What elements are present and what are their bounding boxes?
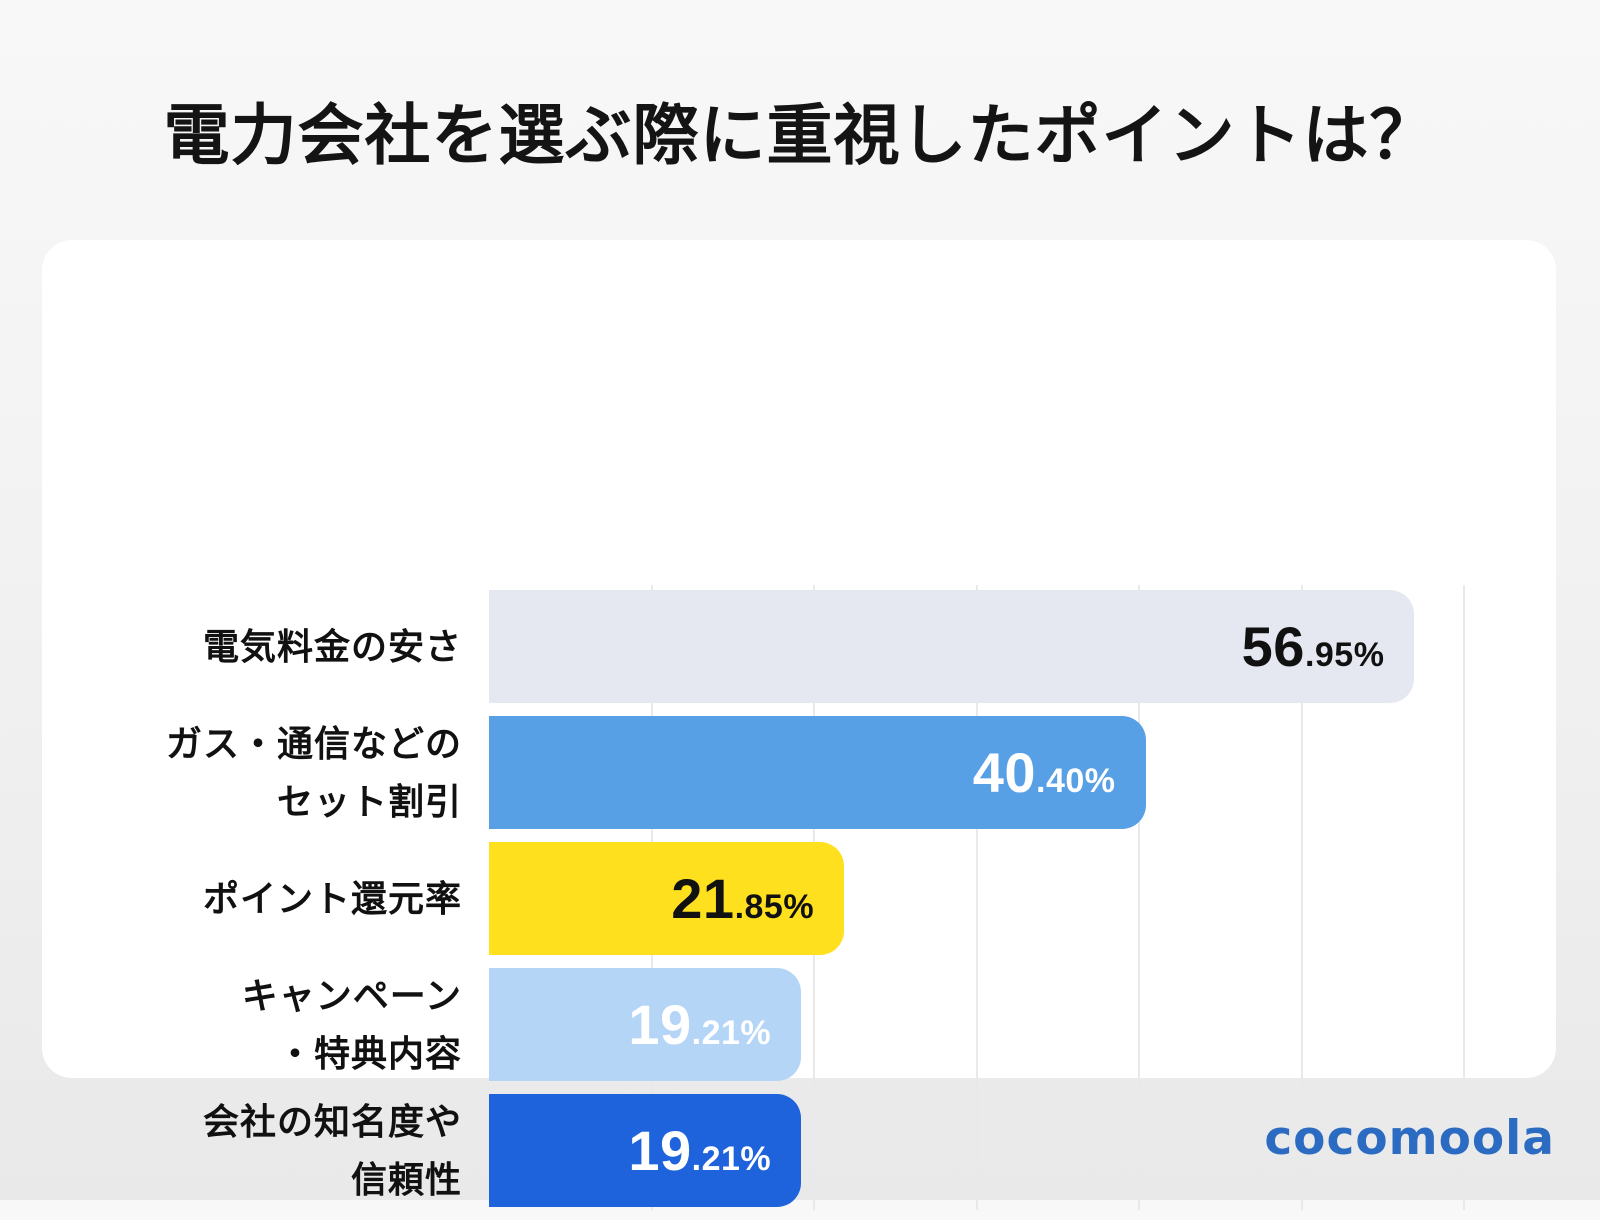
bar-row: 19.21% bbox=[489, 1094, 1502, 1207]
bar-row: 56.95% bbox=[489, 590, 1502, 703]
bar: 21.85% bbox=[489, 842, 845, 955]
bar-value: 21.85% bbox=[671, 867, 815, 930]
bar-value: 40.40% bbox=[972, 741, 1116, 804]
category-label: ポイント還元率 bbox=[202, 877, 462, 919]
bar: 40.40% bbox=[489, 716, 1146, 829]
bar: 19.21% bbox=[489, 1094, 802, 1207]
category-labels: 電気料金の安さガス・通信などの セット割引ポイント還元率キャンペーン ・特典内容会社… bbox=[72, 590, 462, 1220]
category-label: ガス・通信などの セット割引 bbox=[165, 722, 462, 822]
gridline bbox=[975, 585, 978, 1210]
bar-value: 19.21% bbox=[628, 1119, 772, 1182]
bar: 19.21% bbox=[489, 968, 802, 1081]
brand-logo: cocomoola bbox=[1264, 1111, 1555, 1166]
bar-row: 19.21% bbox=[489, 968, 1502, 1081]
bar-rows: 56.95% 40.40% 21.85% 19.21% 19.21% bbox=[489, 590, 1502, 1220]
category-label: 電気料金の安さ bbox=[202, 625, 462, 667]
bar-value: 19.21% bbox=[628, 993, 772, 1056]
bar-row: 21.85% bbox=[489, 842, 1502, 955]
gridline bbox=[1463, 585, 1465, 1210]
gridline bbox=[1300, 585, 1303, 1210]
bar-value: 56.95% bbox=[1241, 615, 1385, 678]
gridline bbox=[1138, 585, 1140, 1210]
bar-row: 40.40% bbox=[489, 716, 1502, 829]
category-label: 会社の知名度や 信頼性 bbox=[202, 1100, 462, 1200]
category-label: キャンペーン ・特典内容 bbox=[241, 974, 462, 1074]
page-title: 電力会社を選ぶ際に重視したポイントは？ bbox=[163, 98, 1437, 172]
chart-card: 電気料金の安さガス・通信などの セット割引ポイント還元率キャンペーン ・特典内容会社… bbox=[42, 240, 1556, 1210]
bar: 56.95% bbox=[489, 590, 1415, 703]
